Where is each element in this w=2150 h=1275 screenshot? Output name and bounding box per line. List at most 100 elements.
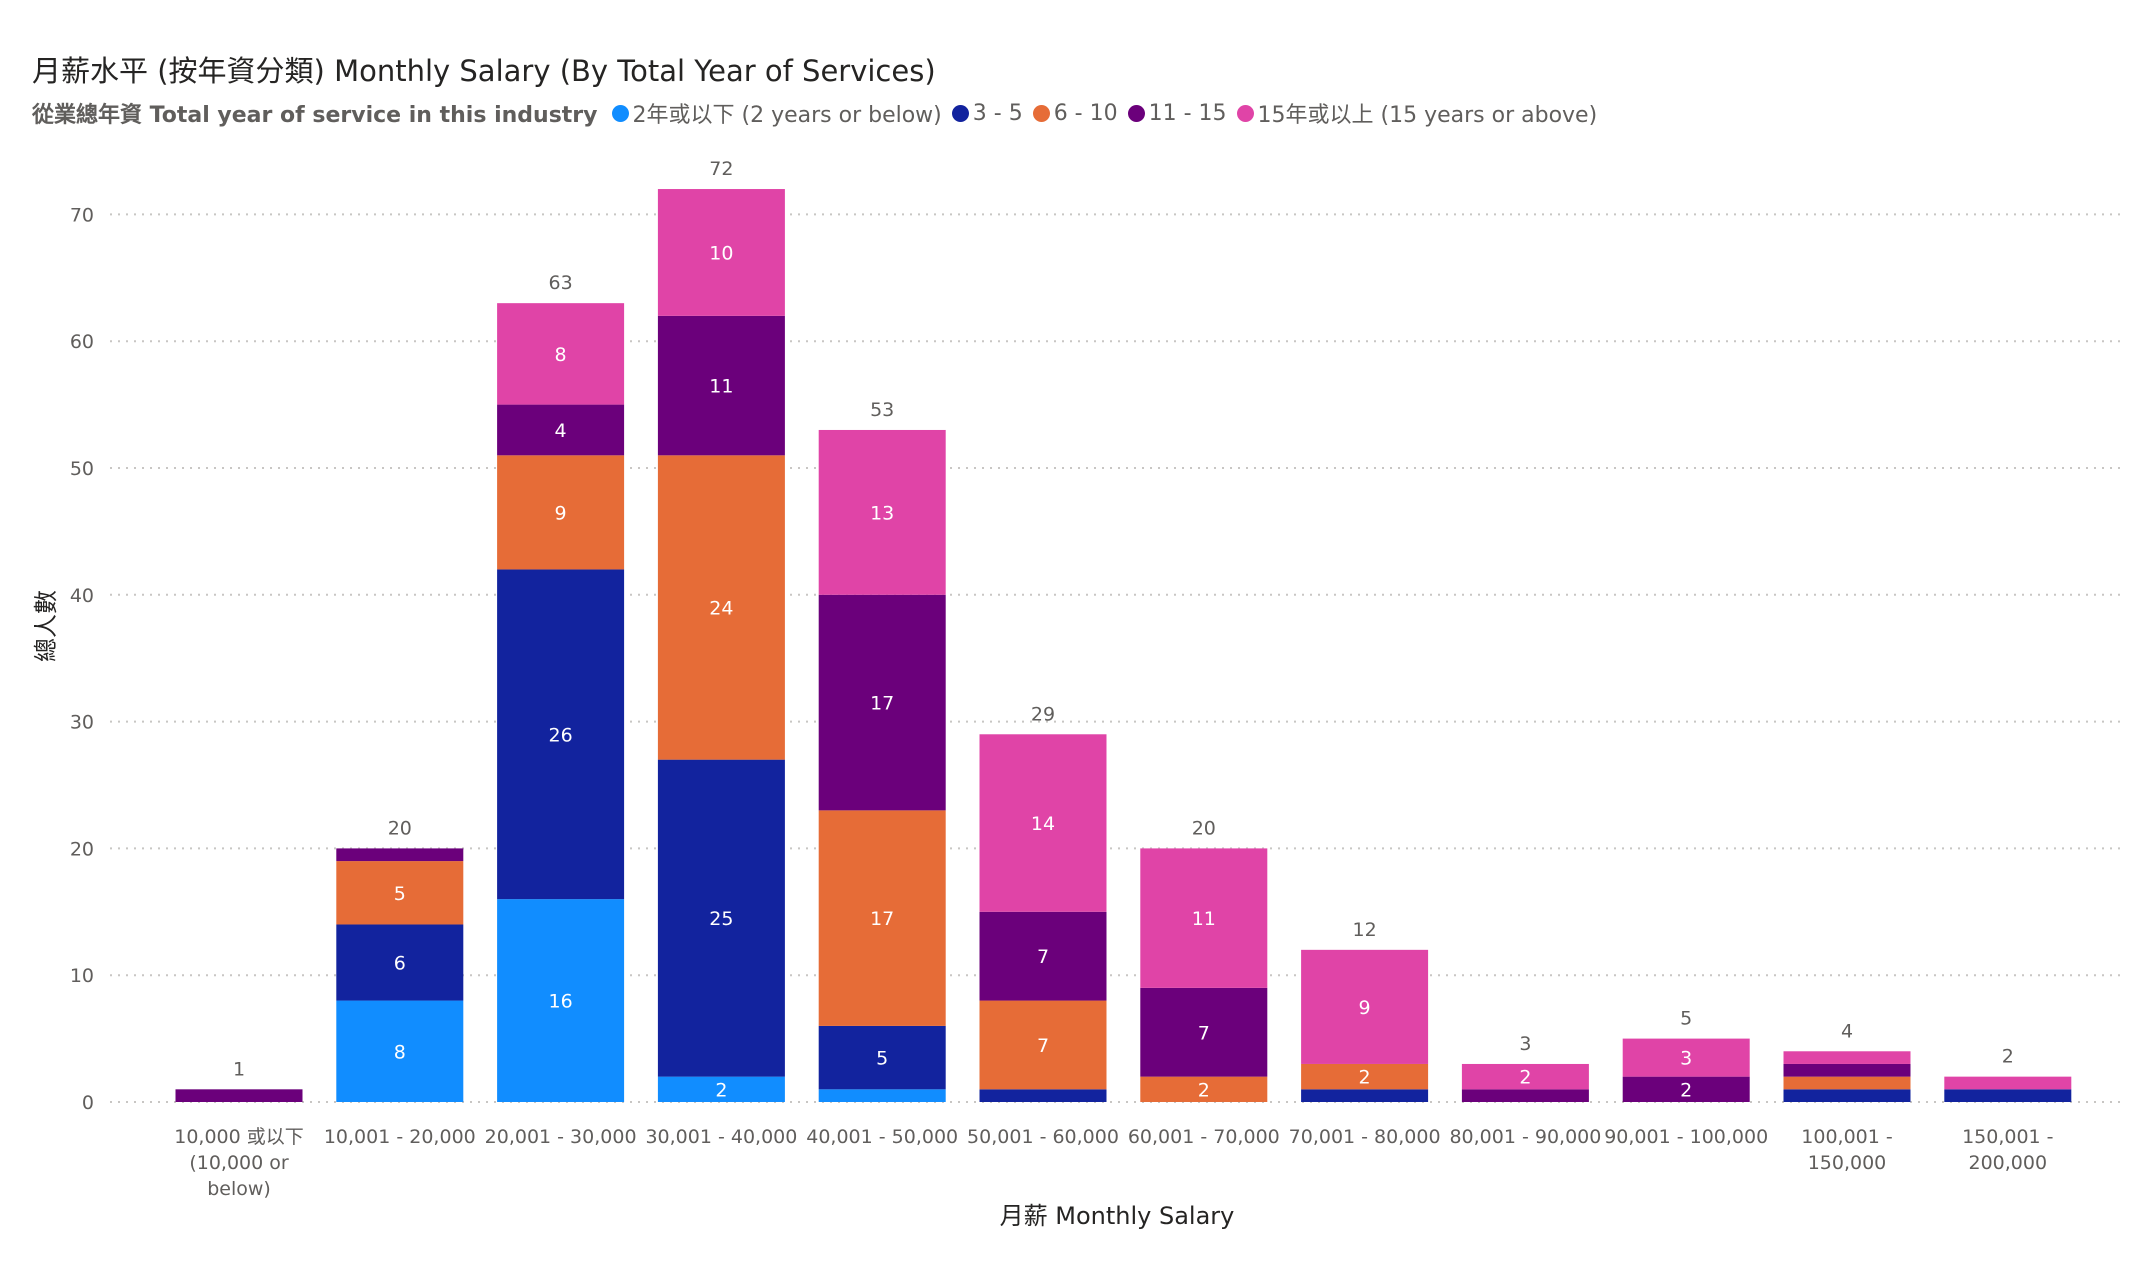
bar-segment-3-2[interactable] [657,455,785,760]
segment-label-2-0: 16 [549,991,573,1013]
bar-segment-4-2[interactable] [818,810,946,1026]
bar-segment-9-3[interactable] [1622,1076,1750,1102]
segment-label-2-1: 26 [549,724,573,746]
total-label-11: 2 [2002,1046,2014,1068]
x-tick-5-0: 50,001 - 60,000 [967,1126,1119,1148]
segment-label-2-4: 8 [555,344,567,366]
chart-title: 月薪水平 (按年資分類) Monthly Salary (By Total Ye… [32,54,936,88]
bar-segment-4-4[interactable] [818,429,946,595]
x-tick-11-0: 150,001 - [1962,1126,2053,1148]
x-tick-0-1: (10,000 or [189,1152,289,1174]
bar-segment-1-3[interactable] [336,848,464,862]
total-label-5: 29 [1031,703,1055,725]
legend-label-0: 2年或以下 (2 years or below) [632,103,942,128]
segment-label-3-3: 11 [709,376,733,398]
bar-segment-8-4[interactable] [1461,1063,1589,1090]
bar-segment-9-4[interactable] [1622,1038,1750,1077]
bar-segment-4-3[interactable] [818,594,946,811]
bar-segment-2-4[interactable] [497,303,625,405]
bar-segment-2-1[interactable] [497,569,625,900]
total-label-2: 63 [549,272,573,294]
bar-segment-2-2[interactable] [497,455,625,570]
segment-label-6-4: 11 [1192,908,1216,930]
bar-segment-6-4[interactable] [1140,848,1268,988]
x-tick-6-0: 60,001 - 70,000 [1128,1126,1280,1148]
bar-segment-6-2[interactable] [1140,1076,1268,1102]
y-tick-6: 60 [70,331,94,353]
legend-label-3: 11 - 15 [1148,100,1227,126]
bar-segment-3-4[interactable] [657,189,785,316]
y-tick-1: 10 [70,965,94,987]
segment-label-1-1: 6 [394,953,406,975]
bar-segment-6-3[interactable] [1140,987,1268,1077]
bar-segment-3-1[interactable] [657,759,785,1077]
bar-segment-7-1[interactable] [1301,1089,1429,1102]
segment-label-4-1: 5 [876,1048,888,1070]
total-label-3: 72 [709,158,733,180]
bar-segment-11-1[interactable] [1944,1089,2072,1102]
y-tick-0: 0 [82,1092,94,1114]
y-tick-7: 70 [70,204,94,226]
bar-segment-4-1[interactable] [818,1025,946,1090]
legend-item-4[interactable]: 15年或以上 (15 years or above) [1236,97,1597,129]
legend-swatch-1 [951,104,969,122]
legend-item-2[interactable]: 6 - 10 [1032,101,1118,126]
bar-segment-3-3[interactable] [657,315,785,456]
bar-segment-5-1[interactable] [979,1089,1107,1102]
bar-segment-8-3[interactable] [1461,1089,1589,1102]
bar-segment-10-1[interactable] [1783,1089,1911,1102]
legend-item-0[interactable]: 2年或以下 (2 years or below) [611,97,942,129]
bar-segment-7-2[interactable] [1301,1063,1429,1090]
x-tick-0-2: below) [207,1178,271,1200]
segment-label-1-0: 8 [394,1041,406,1063]
segment-label-9-4: 3 [1680,1048,1692,1070]
bar-segment-0-3[interactable] [175,1089,303,1102]
y-tick-3: 30 [70,712,94,734]
x-tick-7-0: 70,001 - 80,000 [1289,1126,1441,1148]
total-label-9: 5 [1680,1008,1692,1030]
total-label-8: 3 [1519,1033,1531,1055]
x-tick-11-1: 200,000 [1969,1152,2048,1174]
x-tick-9-0: 90,001 - 100,000 [1604,1126,1768,1148]
x-tick-3-0: 30,001 - 40,000 [645,1126,797,1148]
bar-segment-1-2[interactable] [336,861,464,925]
bar-segment-5-2[interactable] [979,1000,1107,1090]
segment-label-3-1: 25 [709,908,733,930]
legend-swatch-4 [1236,104,1254,122]
bar-segment-4-0[interactable] [818,1089,946,1102]
bar-segment-7-4[interactable] [1301,949,1429,1064]
legend-item-1[interactable]: 3 - 5 [951,100,1023,126]
x-tick-10-1: 150,000 [1808,1152,1887,1174]
bar-segment-1-0[interactable] [336,1000,464,1102]
bar-segment-2-0[interactable] [497,899,625,1102]
bar-segment-10-3[interactable] [1783,1063,1911,1077]
x-tick-10-0: 100,001 - [1801,1126,1892,1148]
bar-segment-5-3[interactable] [979,911,1107,1001]
segment-label-5-3: 7 [1037,946,1049,968]
total-label-6: 20 [1192,817,1216,839]
legend: 從業總年資 Total year of service in this indu… [32,96,1607,130]
bar-segment-5-4[interactable] [979,734,1107,912]
bars [175,189,2072,1102]
bar-segment-2-3[interactable] [497,404,625,456]
segment-label-3-0: 2 [715,1079,727,1101]
data-labels: 1865201626948632252411107251717135377142… [233,158,2014,1101]
bar-segment-3-0[interactable] [657,1076,785,1102]
total-label-7: 12 [1353,919,1377,941]
segment-label-1-2: 5 [394,883,406,905]
bar-segment-10-2[interactable] [1783,1076,1911,1090]
segment-label-9-3: 2 [1680,1079,1692,1101]
segment-label-2-3: 4 [555,420,567,442]
legend-label-1: 3 - 5 [972,100,1023,126]
bar-segment-11-4[interactable] [1944,1076,2072,1090]
bar-segment-1-1[interactable] [336,924,464,1001]
y-axis-title: 總人數 [32,590,60,662]
legend-item-3[interactable]: 11 - 15 [1127,100,1227,126]
segment-label-4-4: 13 [870,502,894,524]
y-tick-5: 50 [70,458,94,480]
x-axis-title: 月薪 Monthly Salary [1000,1202,1235,1230]
bar-segment-10-4[interactable] [1783,1051,1911,1064]
segment-label-4-3: 17 [870,693,894,715]
legend-swatch-3 [1127,104,1145,122]
